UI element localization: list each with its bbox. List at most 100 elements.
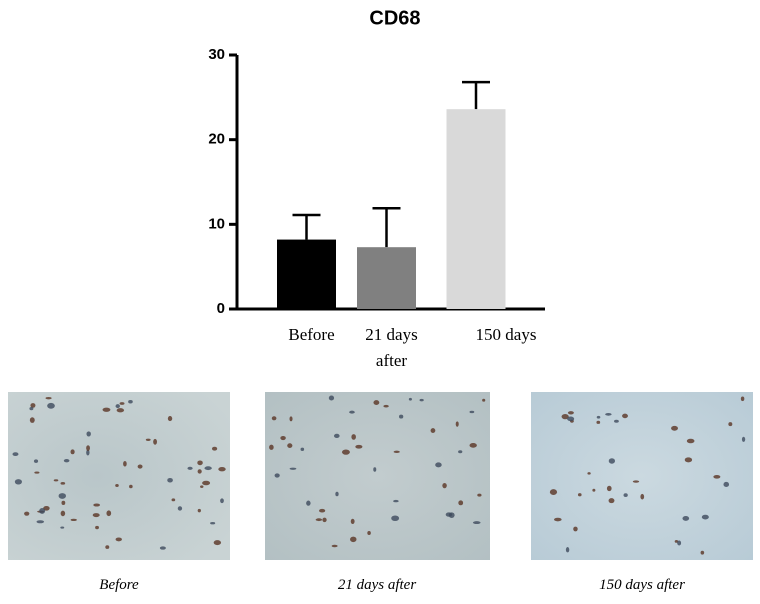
cell [355, 444, 363, 449]
cell [202, 480, 211, 486]
cell [740, 396, 745, 402]
cell [331, 544, 338, 548]
cell [614, 419, 619, 423]
cell [34, 471, 40, 474]
cell [549, 489, 558, 495]
cell [328, 395, 335, 401]
cell [561, 414, 569, 420]
cell [741, 436, 746, 442]
cell [116, 408, 125, 413]
cell [128, 400, 133, 404]
x-tick-label: 21 days after [365, 325, 418, 370]
cell [686, 438, 695, 444]
caption: 21 days after [337, 577, 417, 593]
cell [129, 484, 133, 489]
cell [289, 416, 293, 422]
cell [315, 518, 323, 522]
cell [632, 480, 640, 483]
cell [319, 508, 326, 513]
micrograph [265, 392, 490, 560]
cell [596, 415, 601, 419]
cell [102, 407, 111, 412]
cell [640, 493, 645, 500]
cell [393, 499, 399, 503]
cell [197, 460, 203, 466]
cell [177, 506, 183, 511]
cell [167, 478, 173, 483]
cell [445, 512, 453, 517]
cell [115, 537, 122, 542]
cell [608, 458, 616, 464]
cell [728, 422, 733, 427]
cell [86, 449, 90, 456]
cell [61, 500, 66, 505]
cell [622, 413, 628, 419]
cell [220, 498, 224, 504]
y-tick-label: 0 [217, 300, 225, 317]
cell [567, 416, 575, 422]
cell [95, 525, 99, 530]
cell [367, 531, 371, 536]
cell [43, 505, 50, 511]
cell [287, 443, 293, 448]
cell [204, 466, 212, 471]
cell [92, 513, 100, 518]
chart-title: CD68 [369, 7, 420, 29]
cell [105, 545, 110, 549]
cell [333, 433, 340, 438]
cell [36, 520, 45, 524]
cell [322, 517, 327, 523]
cell [70, 449, 75, 455]
cell [373, 400, 380, 405]
cell [674, 539, 679, 543]
cell [684, 457, 693, 463]
cell [458, 500, 464, 506]
cell [700, 550, 705, 555]
cell [115, 483, 119, 487]
cell [33, 459, 39, 463]
cell [70, 518, 77, 522]
cell [701, 514, 709, 520]
x-tick-label: 150 days [475, 325, 537, 344]
cell [472, 521, 481, 525]
cell [350, 518, 355, 524]
cell [29, 407, 34, 411]
cell [442, 482, 447, 489]
cell [60, 510, 66, 517]
bar [357, 247, 416, 309]
cell [565, 547, 570, 553]
cell [14, 479, 22, 485]
y-tick-label: 10 [208, 215, 225, 232]
cell [408, 397, 412, 401]
cell [24, 511, 30, 516]
cell [350, 536, 357, 543]
cell [53, 479, 59, 482]
cell [45, 396, 52, 400]
cell [567, 411, 574, 415]
cell [123, 460, 127, 467]
cell [289, 467, 297, 470]
cell [419, 398, 424, 402]
caption: Before [99, 577, 139, 593]
cell [573, 526, 578, 532]
cell [60, 526, 65, 529]
cell [159, 546, 166, 550]
cell [30, 403, 36, 408]
cell [393, 450, 400, 454]
cell [137, 464, 143, 469]
cell [47, 402, 55, 409]
cell [373, 467, 377, 472]
cell [553, 517, 562, 522]
cell [682, 516, 690, 521]
cell [623, 493, 628, 497]
cell [335, 491, 339, 497]
cell [274, 473, 280, 478]
cell [469, 410, 475, 414]
cell [29, 417, 35, 423]
cell [211, 446, 218, 451]
cell [213, 540, 222, 546]
cell [153, 438, 158, 445]
cell [351, 434, 356, 440]
